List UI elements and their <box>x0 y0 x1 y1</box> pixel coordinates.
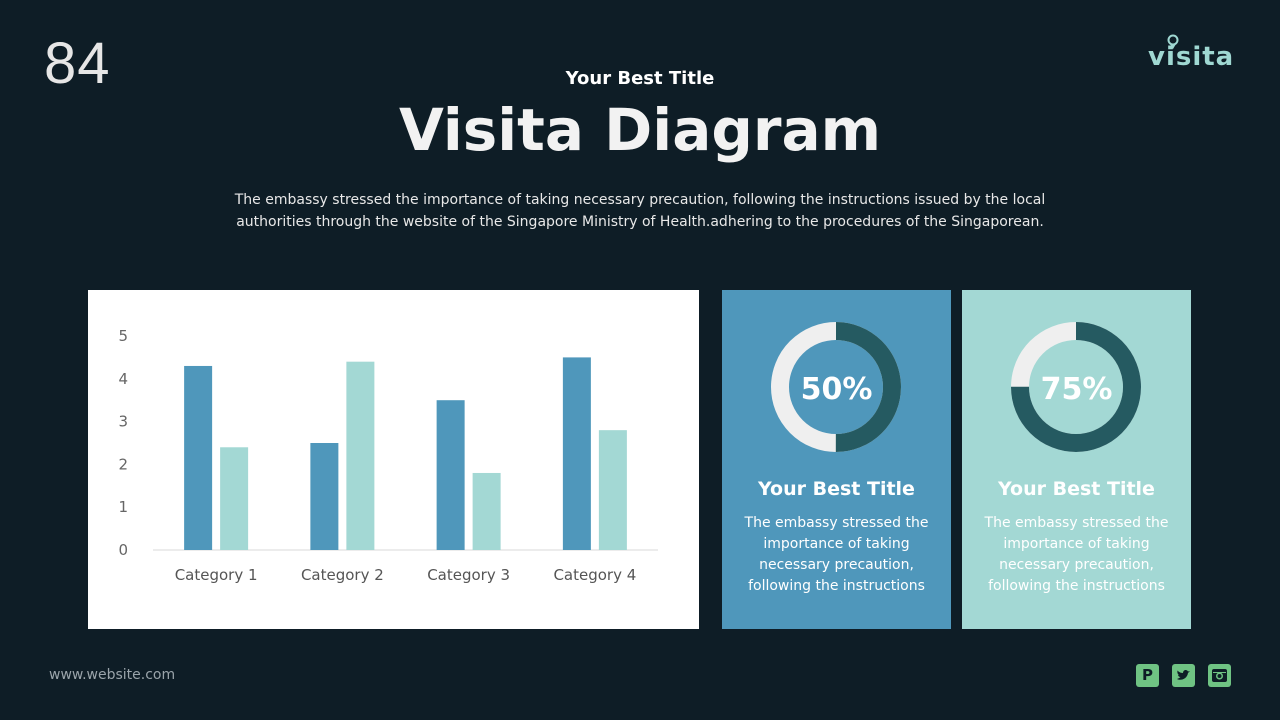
slide-number: 84 <box>44 31 111 96</box>
x-tick-label: Category 3 <box>427 566 510 584</box>
y-tick-label: 1 <box>118 498 128 516</box>
donut-progress <box>771 322 901 452</box>
bar <box>562 357 591 550</box>
bar <box>436 400 465 550</box>
bar <box>472 472 501 550</box>
card-text: The embassy stressed the importance of t… <box>744 515 929 594</box>
x-tick-label: Category 2 <box>301 566 384 584</box>
stat-card-2: 75% Your Best Title The embassy stressed… <box>962 290 1191 629</box>
logo-text: visita <box>1148 42 1235 72</box>
donut-chart-1 <box>771 322 901 452</box>
twitter-icon[interactable] <box>1172 664 1195 687</box>
y-tick-label: 4 <box>118 370 128 388</box>
map-pin-icon <box>1167 34 1179 49</box>
donut-chart-2 <box>1011 322 1141 452</box>
instagram-icon[interactable] <box>1208 664 1231 687</box>
bar-chart-card: 0 1 2 3 4 5 Category 1 Category 2 Category 3 Cate… <box>88 290 699 629</box>
subtitle: Your Best Title <box>565 68 715 89</box>
percent-label: 75% <box>1040 372 1113 407</box>
page-title: Visita Diagram <box>398 96 882 164</box>
bar-chart: 0 1 2 3 4 5 Category 1 Category 2 Category 3 Cate… <box>118 327 658 584</box>
website-link[interactable]: www.website.com <box>49 667 176 683</box>
x-tick-label: Category 1 <box>175 566 258 584</box>
card-title: Your Best Title <box>998 478 1155 500</box>
bar <box>346 361 375 550</box>
y-tick-label: 2 <box>118 455 128 473</box>
bar <box>598 430 627 550</box>
stat-card-1: 50% Your Best Title The embassy stressed… <box>722 290 951 629</box>
x-tick-label: Category 4 <box>553 566 636 584</box>
donut-progress <box>1011 322 1141 452</box>
pinterest-icon[interactable]: P <box>1136 664 1159 687</box>
description: The embassy stressed the importance of t… <box>234 192 1046 230</box>
bar <box>184 365 213 550</box>
y-tick-label: 5 <box>118 327 128 345</box>
card-text: The embassy stressed the importance of t… <box>984 515 1169 594</box>
logo: visita <box>1148 34 1238 78</box>
bar <box>220 447 249 550</box>
bar <box>310 443 339 550</box>
percent-label: 50% <box>800 372 873 407</box>
y-tick-label: 0 <box>118 541 128 559</box>
y-tick-label: 3 <box>118 413 128 431</box>
card-title: Your Best Title <box>758 478 915 500</box>
